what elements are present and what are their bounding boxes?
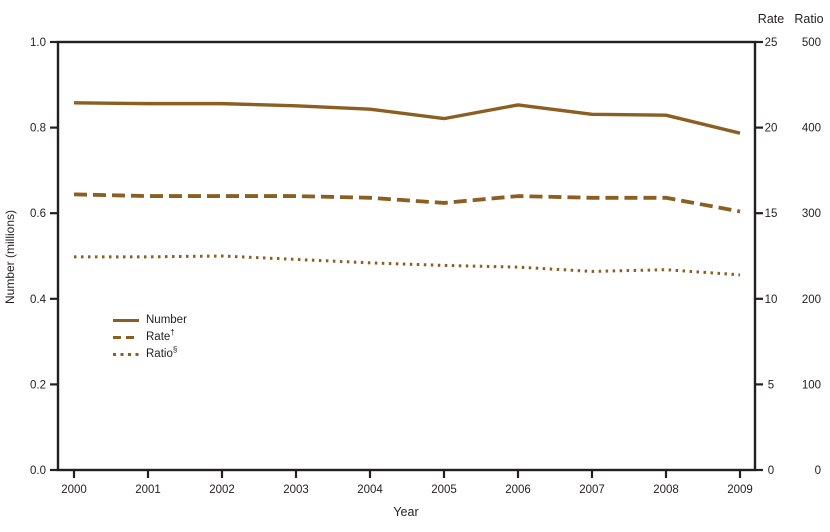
ratio-axis-tick-label: 100: [802, 379, 821, 391]
left-axis-tick-label: 0.4: [30, 294, 47, 306]
x-axis-tick-label: 2009: [727, 484, 753, 496]
right-axis-ratio-title: Ratio: [794, 12, 824, 26]
ratio-axis-tick-label: 400: [802, 123, 821, 135]
ratio-axis-tick-label: 500: [802, 37, 821, 49]
plot-frame: [56, 40, 757, 472]
ratio-line: [74, 254, 741, 277]
rate-axis-tick-label: 10: [765, 294, 778, 306]
right-axis-rate-title: Rate: [757, 12, 785, 26]
ratio-axis-tick-label: 300: [802, 208, 821, 220]
x-axis-title: Year: [393, 505, 419, 519]
legend-item-rate: Rate†: [113, 327, 187, 346]
dotted-line-swatch: [113, 353, 139, 356]
legend-item-number: Number: [113, 312, 187, 329]
rate-axis-tick-label: 0: [768, 465, 774, 477]
x-axis-tick-label: 2000: [61, 484, 87, 496]
number-line: [73, 101, 741, 135]
left-axis-tick-label: 0.0: [30, 465, 46, 477]
left-axis-tick-label: 0.6: [30, 208, 46, 220]
x-axis-tick-label: 2002: [209, 484, 235, 496]
rate-axis-tick-label: 20: [765, 123, 778, 135]
left-axis-tick-label: 0.2: [30, 379, 46, 391]
rate-axis-tick-label: 5: [768, 379, 774, 391]
x-axis-tick-label: 2006: [505, 484, 531, 496]
y-axis-title: Number (millions): [3, 209, 17, 305]
left-axis-tick-label: 0.8: [30, 123, 46, 135]
x-axis-tick-label: 2001: [135, 484, 161, 496]
ratio-axis-tick-label: 200: [802, 294, 821, 306]
rate-line: [73, 192, 741, 214]
solid-line-swatch: [113, 318, 139, 323]
x-axis-tick-label: 2005: [431, 484, 457, 496]
dagger-superscript: †: [170, 327, 175, 337]
legend-label: Rate†: [146, 327, 175, 343]
legend-label: Ratio§: [146, 344, 178, 360]
dashed-line-swatch: [113, 335, 139, 340]
left-axis-tick-label: 1.0: [30, 37, 46, 49]
ratio-axis-tick-label: 0: [815, 465, 821, 477]
x-axis-tick-label: 2003: [283, 484, 309, 496]
legend-item-ratio: Ratio§: [113, 344, 187, 363]
x-axis-tick-label: 2008: [653, 484, 679, 496]
x-axis-tick-label: 2004: [357, 484, 383, 496]
rate-axis-tick-label: 15: [765, 208, 778, 220]
rate-axis-tick-label: 25: [765, 37, 778, 49]
legend: Number Rate† Ratio§: [113, 312, 187, 363]
x-axis-tick-label: 2007: [579, 484, 605, 496]
section-superscript: §: [172, 344, 178, 354]
legend-label: Number: [146, 313, 187, 326]
